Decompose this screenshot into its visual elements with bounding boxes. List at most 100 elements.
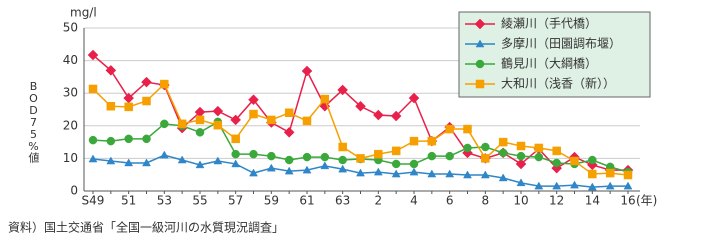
marker bbox=[391, 146, 401, 156]
marker bbox=[230, 114, 242, 126]
marker bbox=[106, 136, 116, 146]
legend-label: 大和川（浅香（新）） bbox=[501, 76, 615, 91]
marker bbox=[427, 136, 437, 146]
x-tick-label: 63 bbox=[335, 194, 350, 208]
marker bbox=[534, 152, 544, 162]
marker bbox=[266, 163, 276, 172]
x-tick-label: 55 bbox=[192, 194, 207, 208]
marker bbox=[213, 120, 223, 130]
marker bbox=[284, 155, 294, 165]
marker bbox=[391, 159, 401, 169]
marker bbox=[427, 169, 437, 178]
marker bbox=[105, 65, 117, 76]
marker bbox=[87, 49, 99, 61]
marker bbox=[195, 128, 205, 137]
marker bbox=[159, 150, 169, 159]
marker bbox=[142, 96, 151, 106]
marker bbox=[373, 167, 383, 176]
marker bbox=[124, 134, 133, 144]
marker bbox=[481, 154, 490, 163]
marker bbox=[320, 94, 330, 104]
y-unit: mg/l bbox=[70, 6, 97, 20]
marker bbox=[552, 146, 561, 156]
marker bbox=[106, 156, 116, 165]
legend-label: 多摩川（田園調布堰） bbox=[501, 36, 621, 51]
marker bbox=[515, 158, 527, 170]
marker bbox=[213, 156, 223, 165]
marker bbox=[409, 167, 419, 176]
marker bbox=[302, 165, 312, 174]
y-tick-label: 0 bbox=[70, 184, 78, 198]
marker bbox=[267, 151, 276, 161]
marker bbox=[516, 141, 526, 151]
marker bbox=[338, 142, 347, 152]
marker bbox=[195, 115, 205, 125]
marker bbox=[283, 126, 295, 138]
y-axis-label: BOD75%値 bbox=[27, 80, 40, 164]
marker bbox=[195, 160, 205, 169]
marker bbox=[552, 158, 561, 168]
marker bbox=[355, 100, 366, 112]
marker bbox=[177, 119, 187, 129]
x-tick-label: 10 bbox=[513, 194, 528, 208]
marker bbox=[231, 134, 240, 144]
marker bbox=[463, 170, 472, 179]
marker bbox=[391, 169, 401, 178]
marker bbox=[534, 181, 544, 190]
marker bbox=[249, 168, 258, 177]
marker bbox=[88, 84, 98, 94]
marker bbox=[516, 151, 526, 161]
marker bbox=[124, 102, 133, 112]
marker bbox=[267, 115, 276, 125]
x-tick-label: 57 bbox=[228, 194, 243, 208]
x-tick-label: 6 bbox=[446, 194, 454, 208]
marker bbox=[588, 155, 597, 165]
marker bbox=[587, 182, 597, 191]
x-tick-label: 51 bbox=[121, 194, 136, 208]
marker bbox=[623, 181, 633, 190]
source-note: 資料）国土交通省「全国一級河川の水質現況調査」 bbox=[8, 220, 284, 235]
marker bbox=[142, 158, 151, 167]
marker bbox=[570, 156, 579, 166]
legend-box bbox=[458, 11, 651, 98]
marker bbox=[249, 149, 258, 159]
x-tick-label: 59 bbox=[264, 194, 279, 208]
x-tick-label: 14 bbox=[585, 194, 600, 208]
x-unit: (年) bbox=[636, 194, 657, 208]
marker bbox=[623, 170, 633, 180]
marker bbox=[498, 173, 508, 182]
marker bbox=[88, 154, 98, 163]
marker bbox=[390, 110, 402, 122]
marker bbox=[374, 149, 383, 159]
x-tick-label: 2 bbox=[375, 194, 383, 208]
legend-marker bbox=[475, 59, 485, 69]
marker bbox=[142, 134, 151, 144]
marker bbox=[231, 149, 240, 159]
x-tick-label: 16 bbox=[620, 194, 635, 208]
marker bbox=[320, 161, 330, 170]
x-tick-label: 4 bbox=[410, 194, 418, 208]
marker bbox=[249, 109, 258, 119]
marker bbox=[302, 116, 312, 126]
y-tick-label: 30 bbox=[63, 86, 78, 100]
y-tick-label: 40 bbox=[63, 53, 78, 67]
marker bbox=[570, 180, 579, 189]
marker bbox=[284, 166, 294, 175]
legend-marker bbox=[475, 39, 485, 48]
x-tick-label: 8 bbox=[482, 194, 490, 208]
marker bbox=[427, 151, 437, 161]
y-tick-label: 10 bbox=[63, 151, 78, 165]
marker bbox=[481, 142, 490, 152]
legend-marker bbox=[475, 79, 485, 89]
marker bbox=[141, 76, 152, 88]
marker bbox=[552, 181, 562, 190]
series-line bbox=[92, 120, 629, 173]
x-tick-label: 12 bbox=[549, 194, 564, 208]
marker bbox=[337, 84, 349, 96]
legend-marker bbox=[474, 18, 486, 30]
marker bbox=[445, 151, 454, 161]
x-tick-label: 61 bbox=[299, 194, 314, 208]
marker bbox=[212, 105, 224, 117]
marker bbox=[408, 92, 420, 104]
